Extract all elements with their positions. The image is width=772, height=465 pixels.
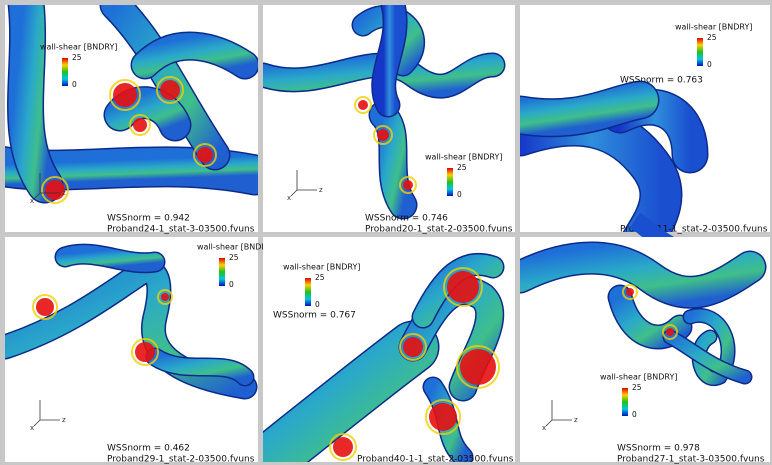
triad-z: z [319, 186, 323, 194]
file-name: Proband24-1_stat-3-03500.fvuns [107, 225, 255, 235]
triad-z: z [62, 416, 66, 424]
high-shear-spot [626, 288, 634, 296]
colorbar-min: 0 [457, 190, 462, 199]
high-shear-spot [429, 403, 457, 431]
wss-norm: WSSnorm = 0.746 [365, 214, 448, 224]
colorbar [219, 258, 225, 286]
wss-norm: WSSnorm = 0.462 [107, 444, 190, 454]
vessel [520, 100, 640, 118]
panel: wall-shear [BNDRY]25 0 WSSnorm = 0.942Prob… [0, 0, 258, 235]
colorbar-max: 25 [229, 253, 239, 262]
triad-z: z [574, 416, 578, 424]
triad-x: x [30, 197, 34, 205]
legend-title: wall-shear [BNDRY] [197, 243, 274, 252]
panel: wall-shear [BNDRY]25 0 WSSnorm = 0.746Prob… [263, 5, 515, 235]
panel: wall-shear [BNDRY]25 0 WSSnorm = 0.978Prob… [520, 237, 770, 465]
colorbar [447, 168, 453, 196]
vessel [384, 5, 395, 105]
colorbar-max: 25 [315, 273, 325, 282]
wss-norm: WSSnorm = 0.767 [273, 311, 356, 321]
high-shear-spot [358, 100, 368, 110]
colorbar-max: 25 [72, 53, 82, 62]
high-shear-spot [403, 337, 423, 357]
triad-x: x [30, 424, 34, 432]
high-shear-spot [197, 147, 213, 163]
file-name: Proband27-1_stat-3-03500.fvuns [617, 455, 765, 465]
colorbar-min: 0 [707, 60, 712, 69]
legend-title: wall-shear [BNDRY] [40, 43, 117, 52]
figure-grid: wall-shear [BNDRY]250WSSnorm = 0.942Prob… [0, 0, 772, 465]
triad-x: x [542, 424, 546, 432]
high-shear-spot [160, 80, 180, 100]
colorbar-min: 0 [632, 410, 637, 419]
triad-z: z [62, 189, 66, 197]
colorbar-min: 0 [315, 300, 320, 309]
high-shear-spot [135, 342, 155, 362]
wss-norm: WSSnorm = 0.763 [620, 76, 703, 86]
high-shear-spot [36, 298, 54, 316]
high-shear-spot [377, 129, 389, 141]
high-shear-spot [666, 328, 674, 336]
wss-norm: WSSnorm = 0.942 [107, 214, 190, 224]
colorbar-max: 25 [707, 33, 717, 42]
colorbar-min: 0 [72, 80, 77, 89]
vessel [65, 254, 155, 263]
legend-title: wall-shear [BNDRY] [600, 373, 677, 382]
legend-title: wall-shear [BNDRY] [425, 153, 502, 162]
high-shear-spot [460, 349, 496, 385]
vessel [383, 115, 403, 205]
colorbar-min: 0 [229, 280, 234, 289]
high-shear-spot [333, 437, 353, 457]
high-shear-spot [113, 83, 137, 107]
legend-title: wall-shear [BNDRY] [283, 263, 360, 272]
colorbar [305, 278, 311, 306]
high-shear-spot [133, 118, 147, 132]
panel: wall-shear [BNDRY]25 0 WSSnorm = 0.462Prob… [5, 237, 274, 465]
panel: wall-shear [BNDRY]25 0 WSSnorm = 0.767 Prob… [263, 237, 515, 465]
colorbar [62, 58, 68, 86]
colorbar [622, 388, 628, 416]
legend-title: wall-shear [BNDRY] [675, 23, 752, 32]
wss-norm: WSSnorm = 0.978 [617, 444, 700, 454]
high-shear-spot [161, 293, 169, 301]
file-name: Proband40-1-1_stat-2-03500.fvuns [357, 455, 514, 465]
colorbar-max: 25 [457, 163, 467, 172]
vessel [25, 0, 45, 185]
file-name: Proband20-1_stat-2-03500.fvuns [365, 225, 513, 235]
colorbar-max: 25 [632, 383, 642, 392]
triad-x: x [287, 194, 291, 202]
file-name: Proband29-1_stat-2-03500.fvuns [107, 455, 255, 465]
colorbar [697, 38, 703, 66]
high-shear-spot [447, 271, 479, 303]
high-shear-spot [403, 180, 413, 190]
